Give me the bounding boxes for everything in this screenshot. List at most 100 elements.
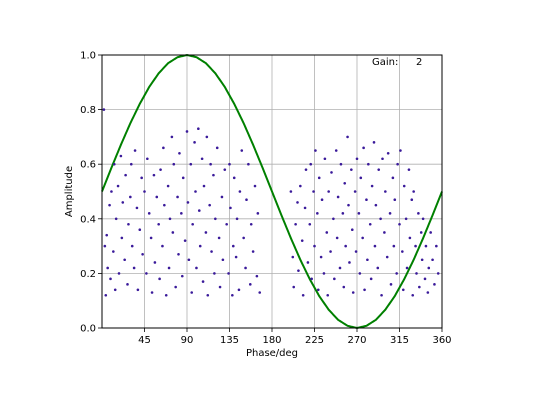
- scatter-point: [206, 293, 210, 297]
- scatter-point: [354, 250, 358, 253]
- scatter-point: [228, 162, 231, 166]
- y-axis-label: Amplitude: [64, 166, 75, 217]
- scatter-point: [112, 250, 115, 253]
- scatter-point: [167, 266, 171, 270]
- scatter-point: [308, 222, 312, 226]
- scatter-point: [189, 162, 193, 166]
- scatter-point: [374, 203, 378, 207]
- scatter-point: [401, 288, 405, 292]
- y-tick-label: 0.4: [80, 214, 96, 225]
- scatter-point: [317, 176, 321, 180]
- gain-value: 2: [416, 57, 422, 68]
- scatter-point: [396, 162, 399, 166]
- scatter-point: [121, 201, 125, 204]
- scatter-point: [218, 285, 222, 289]
- scatter-point: [234, 255, 238, 259]
- scatter-point: [313, 244, 316, 248]
- scatter-point: [112, 162, 116, 166]
- scatter-point: [407, 168, 411, 171]
- scatter-point: [353, 190, 357, 193]
- scatter-point: [102, 108, 106, 111]
- x-axis-label: Phase/deg: [246, 348, 298, 359]
- scatter-point: [180, 212, 183, 215]
- scatter-point: [366, 258, 369, 262]
- scatter-point: [370, 184, 374, 188]
- scatter-point: [240, 149, 244, 152]
- scatter-point: [227, 272, 230, 275]
- scatter-point: [410, 198, 414, 201]
- scatter-point: [155, 195, 159, 199]
- scatter-point: [150, 291, 154, 294]
- scatter-point: [181, 176, 185, 180]
- x-tick-label: 180: [262, 335, 281, 346]
- scatter-point: [365, 198, 368, 201]
- scatter-point: [129, 162, 133, 166]
- scatter-point: [362, 146, 365, 150]
- scatter-point: [289, 190, 293, 193]
- x-tick-label: 270: [347, 335, 366, 346]
- scatter-point: [126, 283, 129, 286]
- scatter-point: [296, 201, 299, 204]
- scatter-point: [423, 277, 427, 281]
- scatter-point: [244, 266, 247, 270]
- gain-curve: [101, 53, 443, 330]
- scatter-point: [104, 293, 108, 297]
- scatter-point: [231, 244, 235, 248]
- scatter-point: [359, 176, 363, 180]
- scatter-point: [386, 151, 390, 155]
- scatter-point: [334, 149, 338, 152]
- scatter-point: [141, 252, 144, 256]
- scatter-point: [427, 266, 431, 270]
- scatter-point: [389, 283, 393, 286]
- scatter-point: [411, 293, 415, 297]
- scatter-point: [152, 173, 156, 177]
- scatter-point: [358, 272, 362, 275]
- scatter-point: [339, 162, 343, 166]
- scatter-point: [210, 250, 213, 253]
- scatter-point: [197, 127, 200, 131]
- scatter-point: [201, 280, 205, 283]
- scatter-point: [414, 244, 417, 248]
- scatter-point: [190, 291, 194, 294]
- scatter-point: [195, 266, 198, 270]
- scatter-point: [221, 258, 225, 262]
- scatter-point: [301, 293, 305, 297]
- scatter-point: [381, 157, 384, 161]
- scatter-point: [323, 157, 327, 161]
- scatter-point: [231, 293, 234, 297]
- scatter-point: [130, 244, 134, 248]
- scatter-point: [237, 288, 241, 292]
- scatter-point: [402, 184, 406, 188]
- scatter-point: [419, 231, 423, 234]
- scatter-point: [147, 212, 151, 215]
- scatter-point: [415, 272, 418, 275]
- scatter-point: [335, 236, 339, 240]
- scatter-point: [310, 277, 313, 281]
- scatter-point: [183, 239, 187, 242]
- scatter-point: [297, 269, 300, 272]
- scatter-point: [251, 250, 255, 253]
- scatter-point: [187, 258, 191, 262]
- scatter-point: [429, 231, 432, 234]
- scatter-point: [108, 203, 111, 207]
- scatter-point: [186, 201, 190, 204]
- scatter-point: [255, 274, 259, 278]
- scatter-point: [367, 162, 370, 166]
- scatter-point: [202, 184, 206, 188]
- scatter-point: [420, 258, 424, 262]
- scatter-point: [235, 217, 239, 221]
- scatter-point: [424, 244, 428, 248]
- scatter-point: [361, 236, 364, 240]
- scatter-point: [431, 258, 434, 262]
- scatter-point: [299, 184, 302, 188]
- scatter-point: [391, 176, 395, 180]
- scatter-point: [143, 190, 146, 193]
- scatter-point: [133, 149, 137, 152]
- curve-layer: [101, 53, 443, 330]
- scatter-point: [168, 217, 172, 221]
- scatter-point: [185, 130, 189, 133]
- x-tick-label: 225: [305, 335, 324, 346]
- scatter-point: [369, 277, 373, 281]
- scatter-point: [421, 217, 425, 221]
- scatter-point: [256, 212, 260, 215]
